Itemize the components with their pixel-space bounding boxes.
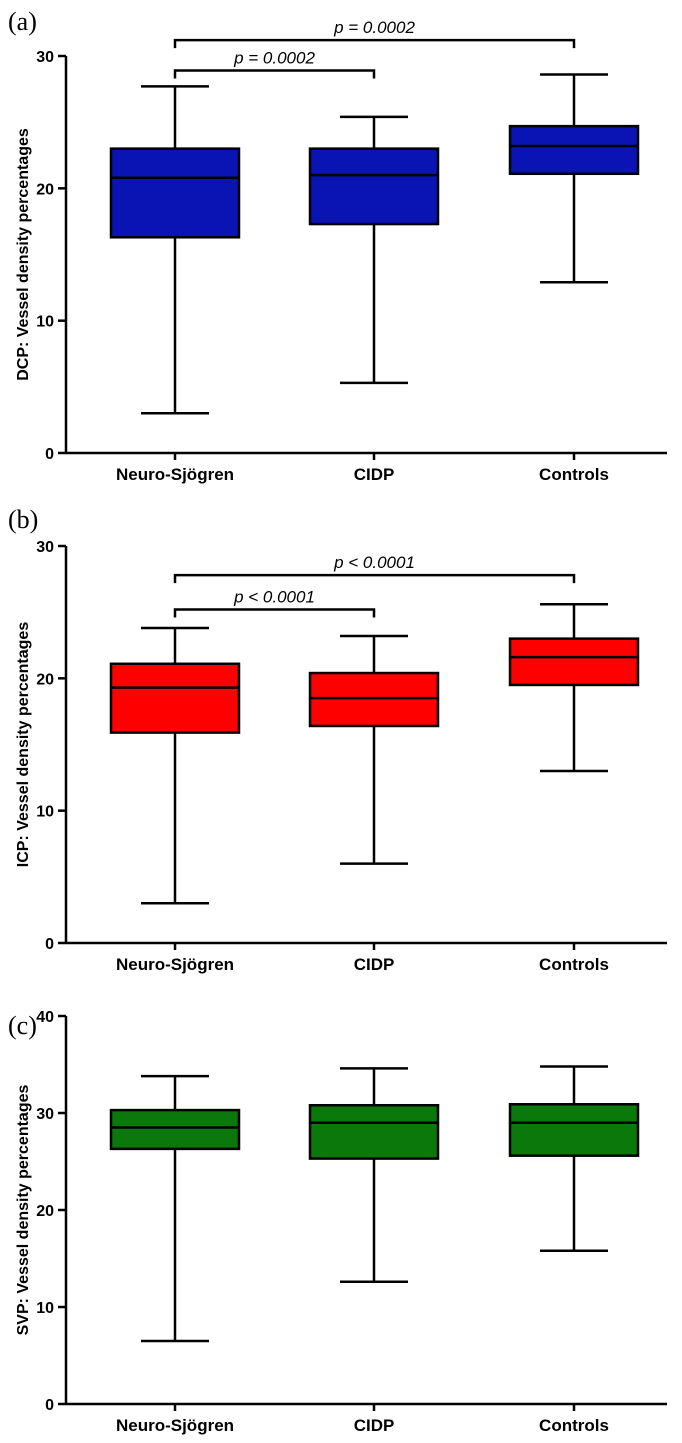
x-category-label: Neuro-Sjögren bbox=[116, 465, 234, 484]
box-neuro-sj-gren bbox=[109, 626, 241, 905]
y-tick-label: 10 bbox=[36, 1300, 54, 1317]
significance-bracket: p = 0.0002 bbox=[173, 49, 376, 79]
x-category-label: Controls bbox=[539, 1416, 609, 1435]
y-tick-label: 40 bbox=[36, 1009, 54, 1026]
y-tick-label: 10 bbox=[36, 804, 54, 821]
y-tick-label: 20 bbox=[36, 181, 54, 198]
iqr-box bbox=[508, 637, 640, 687]
box-controls bbox=[508, 602, 640, 773]
box-cidp bbox=[308, 115, 440, 385]
y-tick-label: 10 bbox=[36, 314, 54, 331]
iqr-box bbox=[109, 147, 241, 239]
significance-bracket: p < 0.0001 bbox=[173, 588, 376, 618]
x-category-label: Neuro-Sjögren bbox=[116, 1416, 234, 1435]
p-value-label: p < 0.0001 bbox=[333, 553, 415, 572]
y-tick-label: 0 bbox=[45, 936, 54, 953]
x-category-label: CIDP bbox=[354, 465, 395, 484]
y-axis-title: SVP: Vessel density percentages bbox=[15, 1085, 32, 1336]
p-value-label: p = 0.0002 bbox=[233, 49, 315, 68]
p-value-label: p < 0.0001 bbox=[233, 588, 315, 607]
chart-panel-2: (b) 0 10 20 30 ICP: Vessel density percentage… bbox=[8, 505, 667, 974]
box-controls bbox=[508, 73, 640, 284]
y-tick-label: 30 bbox=[36, 1106, 54, 1123]
y-tick-label: 0 bbox=[45, 446, 54, 463]
y-axis-title: ICP: Vessel density percentages bbox=[15, 622, 32, 868]
x-category-label: CIDP bbox=[354, 955, 395, 974]
bracket-line bbox=[173, 38, 576, 49]
bracket-line bbox=[173, 573, 576, 584]
bracket-line bbox=[173, 69, 376, 79]
panel-label: (c) bbox=[8, 1011, 37, 1040]
x-category-label: Controls bbox=[539, 955, 609, 974]
y-tick-label: 30 bbox=[36, 49, 54, 66]
y-tick-label: 0 bbox=[45, 1397, 54, 1414]
y-tick-label: 30 bbox=[36, 539, 54, 556]
x-category-label: CIDP bbox=[354, 1416, 395, 1435]
significance-bracket: p = 0.0002 bbox=[173, 18, 576, 49]
chart-panel-3: (c) 0 10 20 30 40 SVP: Vessel density percenta… bbox=[8, 1009, 667, 1435]
chart-panel-1: (a) 0 10 20 30 DCP: Vessel density percentage… bbox=[8, 7, 667, 484]
box-controls bbox=[508, 1065, 640, 1252]
bracket-line bbox=[173, 608, 376, 618]
iqr-box bbox=[109, 1108, 241, 1151]
x-category-label: Neuro-Sjögren bbox=[116, 955, 234, 974]
box-neuro-sj-gren bbox=[109, 85, 241, 415]
iqr-box bbox=[508, 1103, 640, 1157]
iqr-box bbox=[308, 1103, 440, 1160]
y-axis-title: DCP: Vessel density percentages bbox=[15, 128, 32, 381]
box-cidp bbox=[308, 634, 440, 865]
significance-bracket: p < 0.0001 bbox=[173, 553, 576, 584]
panel-label: (a) bbox=[8, 7, 37, 36]
y-tick-label: 20 bbox=[36, 671, 54, 688]
iqr-box bbox=[308, 671, 440, 728]
box-neuro-sj-gren bbox=[109, 1074, 241, 1343]
panel-label: (b) bbox=[8, 505, 38, 534]
iqr-box bbox=[308, 147, 440, 226]
iqr-box bbox=[508, 124, 640, 176]
iqr-box bbox=[109, 662, 241, 734]
x-category-label: Controls bbox=[539, 465, 609, 484]
box-cidp bbox=[308, 1067, 440, 1284]
y-tick-label: 20 bbox=[36, 1203, 54, 1220]
p-value-label: p = 0.0002 bbox=[333, 18, 415, 37]
